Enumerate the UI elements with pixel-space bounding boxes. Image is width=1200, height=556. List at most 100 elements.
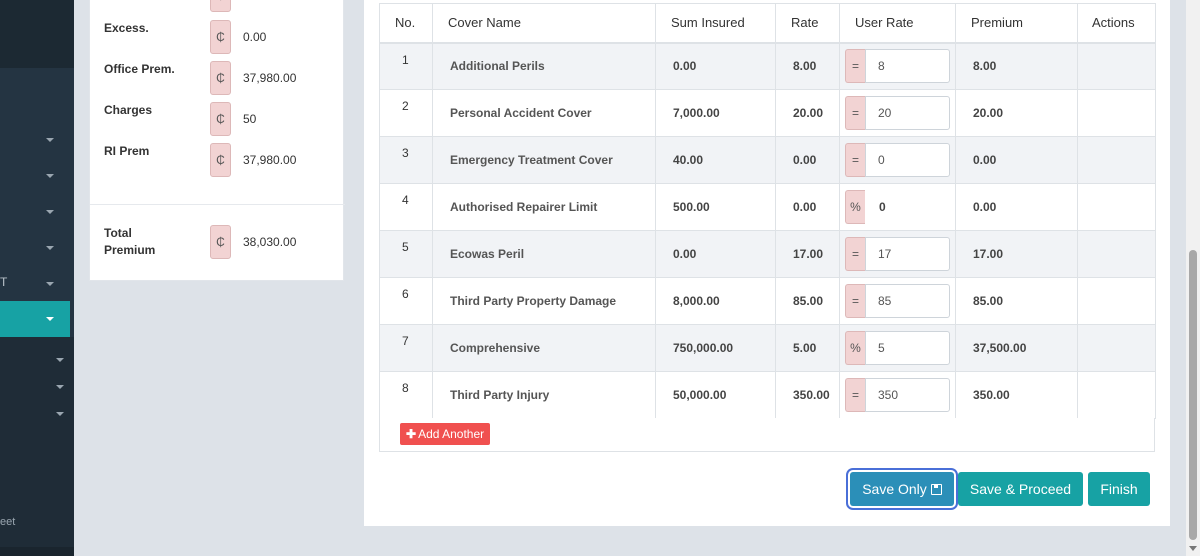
cover-name: Ecowas Peril xyxy=(432,230,656,278)
premium: 20.00 xyxy=(955,89,1078,137)
floppy-disk-icon xyxy=(930,484,942,495)
rate-type-addon: = xyxy=(845,143,865,177)
premium-summary-card: ₵ Excess. ₵ 0.00 Office Prem. ₵ 37,980.0… xyxy=(89,0,345,281)
user-rate-input[interactable] xyxy=(865,237,950,271)
column-header-no: No. xyxy=(379,3,433,44)
user-rate-cell: = xyxy=(839,136,956,184)
premium: 37,500.00 xyxy=(955,324,1078,372)
add-another-button[interactable]: ✚ Add Another xyxy=(400,423,491,445)
premium: 0.00 xyxy=(955,136,1078,184)
chevron-down-icon[interactable] xyxy=(56,358,64,362)
sum-insured: 0.00 xyxy=(655,230,776,278)
row-number: 1 xyxy=(379,42,433,90)
chevron-down-icon[interactable] xyxy=(46,246,54,250)
summary-value: 37,980.00 xyxy=(243,71,297,85)
total-label-line1: Total xyxy=(104,226,132,240)
chevron-down-icon[interactable] xyxy=(46,174,54,178)
user-rate-input[interactable] xyxy=(865,96,950,130)
add-another-row: ✚ Add Another xyxy=(379,418,1155,452)
summary-row-excess: Excess. ₵ 0.00 xyxy=(90,20,345,56)
premium: 17.00 xyxy=(955,230,1078,278)
chevron-down-icon[interactable] xyxy=(46,210,54,214)
rate: 20.00 xyxy=(775,89,840,137)
column-header-cover-name: Cover Name xyxy=(432,3,656,44)
finish-button[interactable]: Finish xyxy=(1088,472,1150,506)
rate: 8.00 xyxy=(775,42,840,90)
rate: 0.00 xyxy=(775,136,840,184)
user-rate-group: % xyxy=(845,331,950,365)
user-rate-cell: = xyxy=(839,371,956,419)
user-rate-cell: = xyxy=(839,89,956,137)
table-row: 8 Third Party Injury 50,000.00 350.00 = … xyxy=(379,371,1156,419)
user-rate-group: = xyxy=(845,96,950,130)
row-number: 6 xyxy=(379,277,433,325)
sidebar-item-label[interactable]: T xyxy=(0,275,8,289)
sidebar-item-active[interactable] xyxy=(0,301,70,337)
sidebar-item-label[interactable]: eet xyxy=(0,516,16,528)
sum-insured: 7,000.00 xyxy=(655,89,776,137)
total-premium-value: 38,030.00 xyxy=(243,235,297,249)
row-actions xyxy=(1077,230,1156,278)
user-rate-input[interactable] xyxy=(865,143,950,177)
user-rate-group: = xyxy=(845,284,950,318)
table-row: 7 Comprehensive 750,000.00 5.00 % 37,500… xyxy=(379,324,1156,372)
row-actions xyxy=(1077,324,1156,372)
user-rate-input[interactable] xyxy=(865,331,950,365)
user-rate-input[interactable] xyxy=(865,378,950,412)
rate-type-addon: = xyxy=(845,284,865,318)
table-header-row: No. Cover Name Sum Insured Rate User Rat… xyxy=(379,3,1156,44)
premium: 85.00 xyxy=(955,277,1078,325)
row-number: 3 xyxy=(379,136,433,184)
save-only-label: Save Only xyxy=(862,481,927,497)
user-rate-group: % 0 xyxy=(845,190,950,224)
user-rate-cell: = xyxy=(839,277,956,325)
summary-value: 37,980.00 xyxy=(243,153,297,167)
chevron-down-icon[interactable] xyxy=(56,385,64,389)
cover-name: Third Party Property Damage xyxy=(432,277,656,325)
cover-name: Comprehensive xyxy=(432,324,656,372)
row-actions xyxy=(1077,277,1156,325)
summary-row-ri-prem: RI Prem ₵ 37,980.00 xyxy=(90,143,345,179)
save-and-proceed-button[interactable]: Save & Proceed xyxy=(958,472,1083,506)
add-another-label: Add Another xyxy=(418,427,485,441)
rate: 350.00 xyxy=(775,371,840,419)
total-label-line2: Premium xyxy=(104,243,156,257)
scrollbar-thumb[interactable] xyxy=(1189,250,1197,540)
currency-addon: ₵ xyxy=(210,225,231,259)
summary-label: Office Prem. xyxy=(104,62,175,76)
cover-name: Additional Perils xyxy=(432,42,656,90)
rate-type-addon: % xyxy=(845,331,865,365)
cover-name: Third Party Injury xyxy=(432,371,656,419)
sum-insured: 500.00 xyxy=(655,183,776,231)
summary-row-charges: Charges ₵ 50 xyxy=(90,102,345,138)
chevron-down-icon[interactable] xyxy=(46,138,54,142)
row-number: 8 xyxy=(379,371,433,419)
scroll-down-arrow-icon[interactable] xyxy=(1189,546,1197,551)
user-rate-value: 0 xyxy=(879,200,886,214)
sum-insured: 50,000.00 xyxy=(655,371,776,419)
row-number: 4 xyxy=(379,183,433,231)
rate: 5.00 xyxy=(775,324,840,372)
rate-type-addon: = xyxy=(845,49,865,84)
summary-label: Charges xyxy=(104,103,153,117)
column-header-premium: Premium xyxy=(955,3,1078,44)
user-rate-group: = xyxy=(845,143,950,177)
row-number: 7 xyxy=(379,324,433,372)
chevron-down-icon[interactable] xyxy=(46,282,54,286)
chevron-down-icon xyxy=(46,317,54,321)
user-rate-input[interactable] xyxy=(865,49,950,84)
premium: 350.00 xyxy=(955,371,1078,419)
currency-addon: ₵ xyxy=(210,143,231,177)
cover-name: Authorised Repairer Limit xyxy=(432,183,656,231)
chevron-down-icon[interactable] xyxy=(56,412,64,416)
currency-addon: ₵ xyxy=(210,20,231,54)
user-rate-group: = xyxy=(845,49,950,84)
user-rate-input[interactable] xyxy=(865,284,950,318)
user-rate-cell: = xyxy=(839,230,956,278)
page-scrollbar[interactable] xyxy=(1186,0,1200,556)
covers-card: No. Cover Name Sum Insured Rate User Rat… xyxy=(364,0,1170,526)
divider xyxy=(90,204,345,205)
row-actions xyxy=(1077,42,1156,90)
rate: 85.00 xyxy=(775,277,840,325)
save-only-button[interactable]: Save Only xyxy=(850,472,954,506)
